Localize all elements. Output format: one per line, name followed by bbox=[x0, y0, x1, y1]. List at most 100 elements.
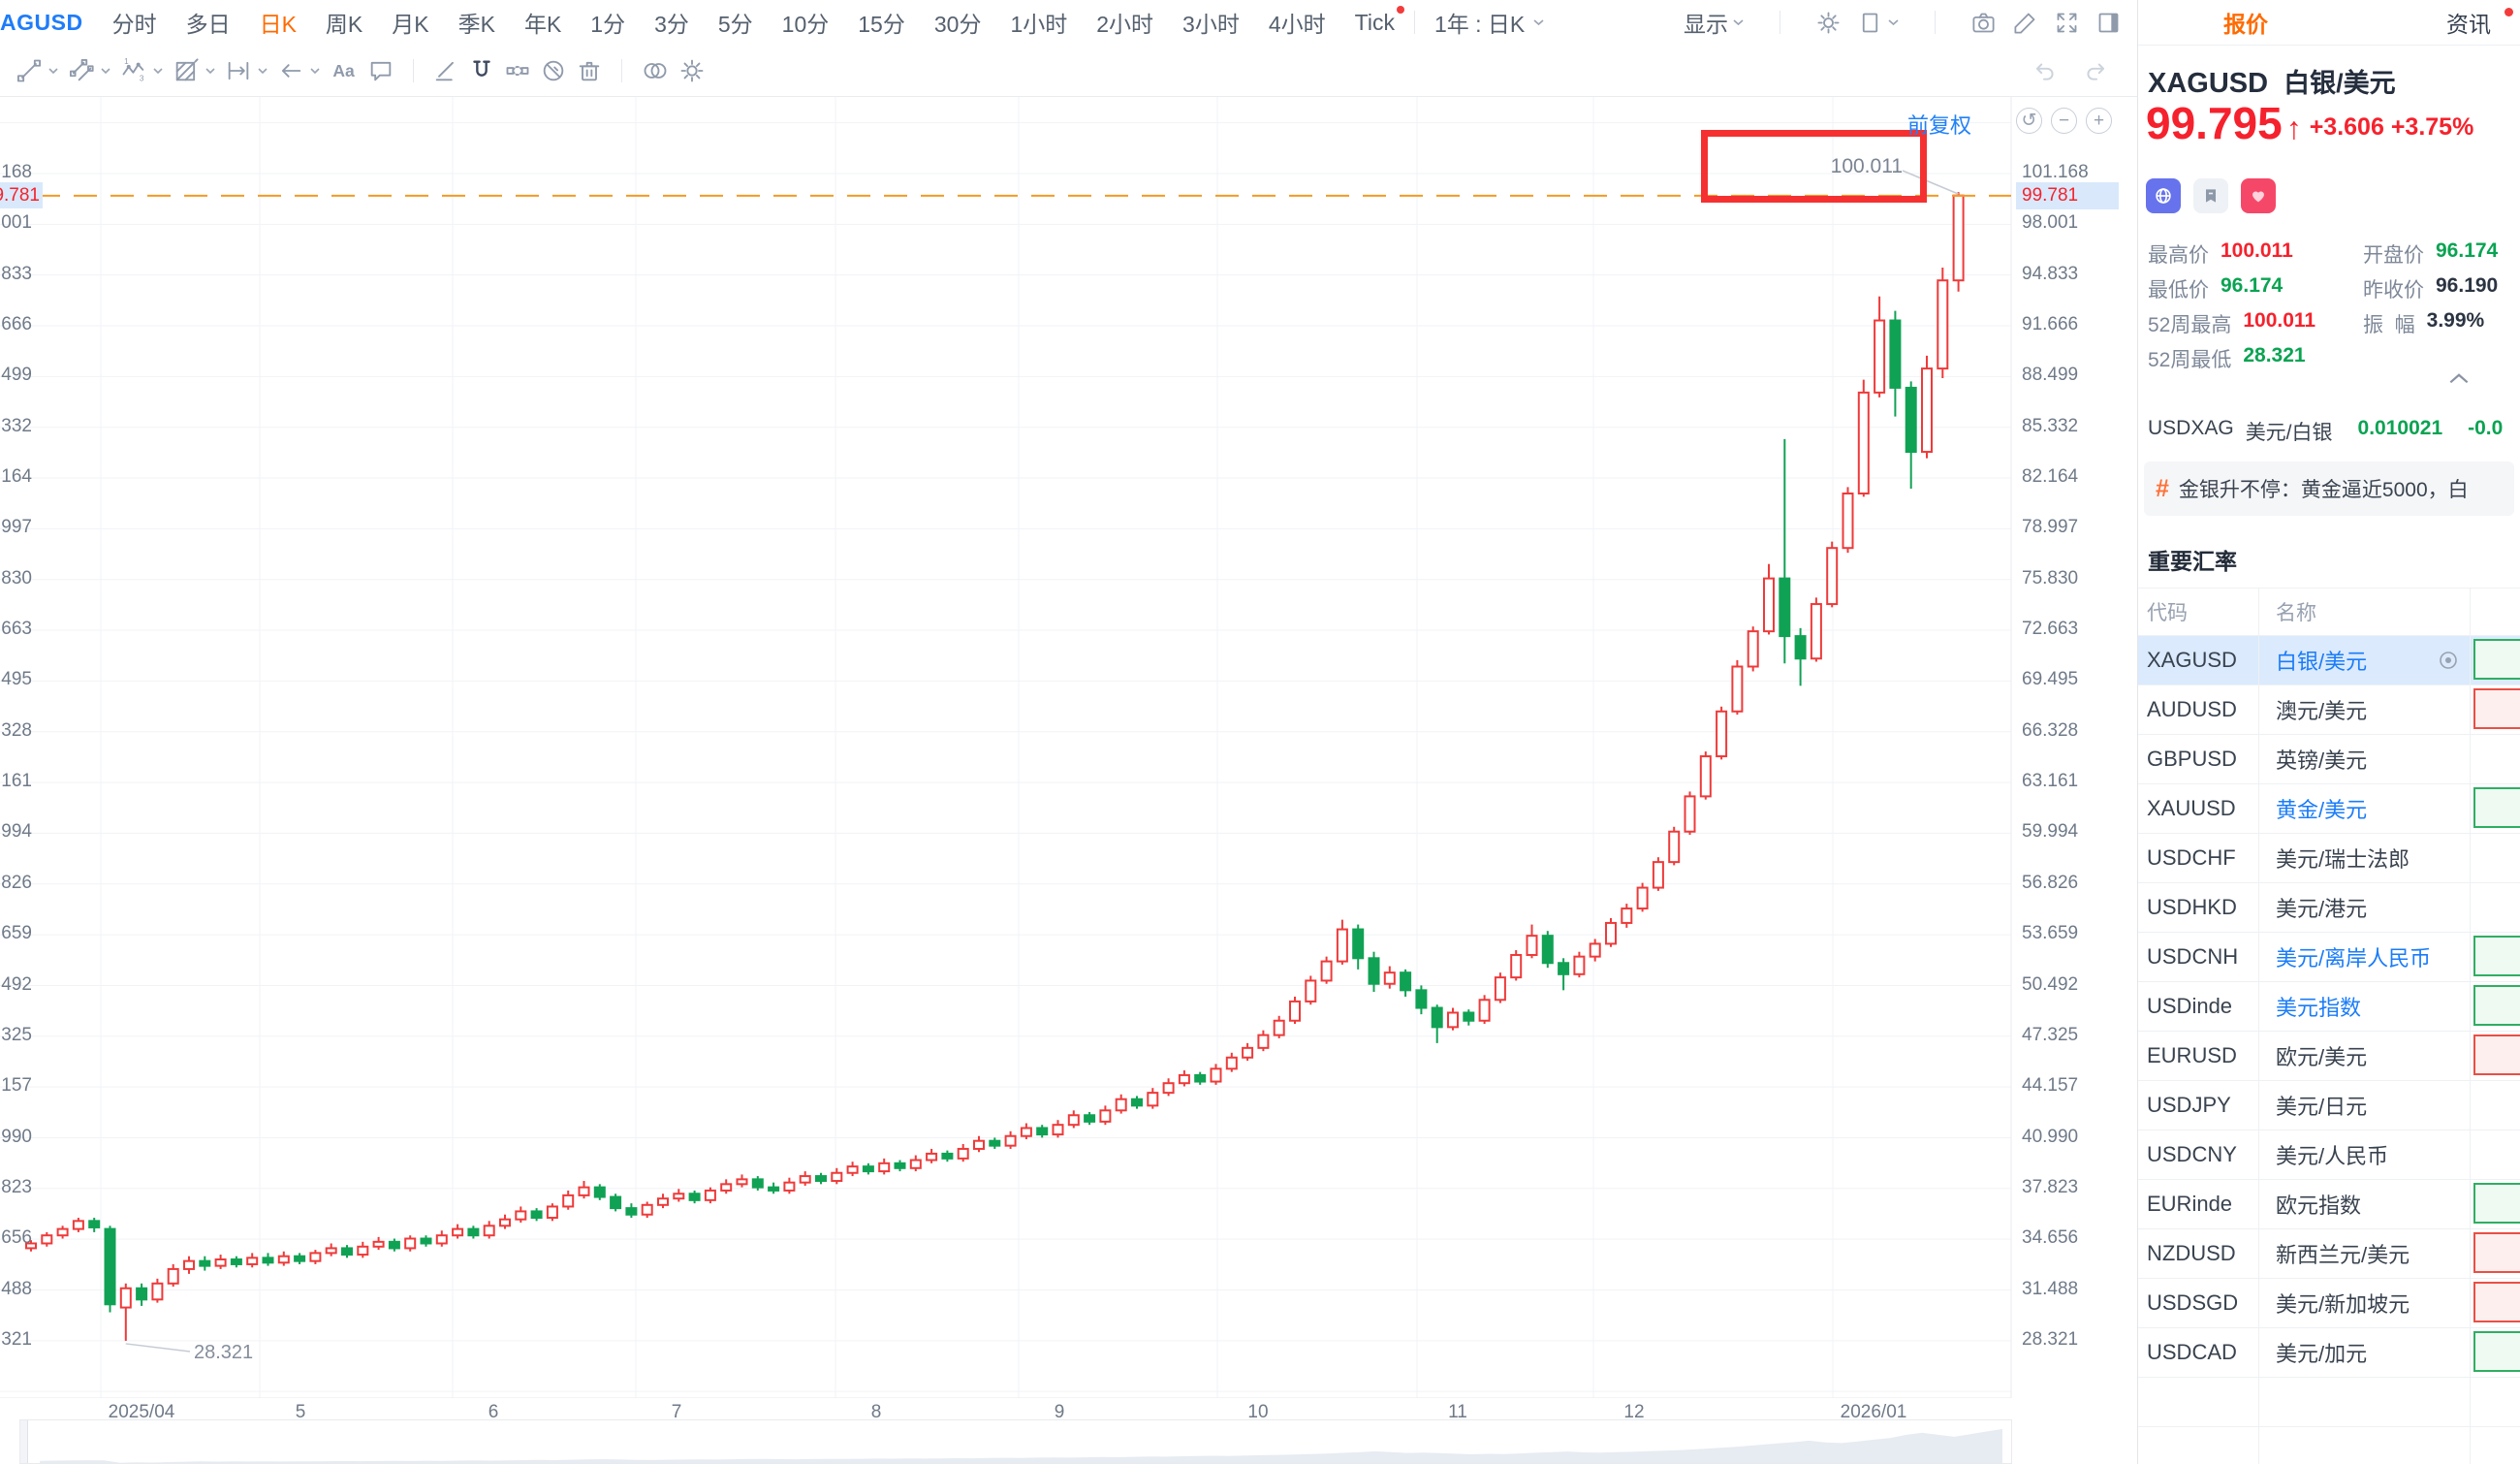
timeframe-tab-月K[interactable]: 月K bbox=[392, 12, 429, 37]
delete-drawings-tool[interactable] bbox=[576, 57, 603, 84]
divider bbox=[621, 58, 622, 82]
zoom-out-button[interactable]: − bbox=[2051, 108, 2077, 134]
favorite-button[interactable] bbox=[2241, 178, 2276, 213]
fx-name: 白银/美元 bbox=[2259, 636, 2471, 684]
collapse-stats-button[interactable] bbox=[2446, 370, 2472, 391]
panel-icon bbox=[2098, 13, 2119, 32]
timeframe-tab-3分[interactable]: 3分 bbox=[654, 12, 689, 37]
fx-row-USDCNY[interactable]: USDCNY 美元/人民币 bbox=[2138, 1130, 2520, 1180]
timeframe-tab-Tick[interactable]: Tick bbox=[1355, 5, 1404, 36]
related-pair-row[interactable]: USDXAG 美元/白银 0.010021 -0.0 bbox=[2148, 417, 2503, 446]
fx-price-cell bbox=[2471, 685, 2520, 734]
fx-row-NZDUSD[interactable]: NZDUSD 新西兰元/美元 bbox=[2138, 1229, 2520, 1279]
fx-row-GBPUSD[interactable]: GBPUSD 英镑/美元 bbox=[2138, 735, 2520, 784]
zoom-in-button[interactable]: + bbox=[2086, 108, 2112, 134]
timeframe-tab-5分[interactable]: 5分 bbox=[717, 12, 753, 37]
fx-row-EURUSD[interactable]: EURUSD 欧元/美元 bbox=[2138, 1032, 2520, 1081]
fx-row-EURinde[interactable]: EURinde 欧元指数 bbox=[2138, 1180, 2520, 1229]
chart-plot[interactable] bbox=[0, 97, 2137, 1398]
chart-settings-button[interactable] bbox=[1815, 10, 1842, 36]
x-tick-label: 5 bbox=[295, 1402, 306, 1422]
channel-tool[interactable] bbox=[68, 57, 111, 84]
chart-layout-dropdown[interactable] bbox=[1857, 10, 1900, 36]
timeframe-tab-10分[interactable]: 10分 bbox=[781, 12, 830, 37]
fx-price-cell bbox=[2471, 883, 2520, 932]
display-label: 显示 bbox=[1684, 12, 1728, 37]
stats-row: 52周最低 28.321 bbox=[2148, 341, 2516, 376]
timeframe-tab-1分[interactable]: 1分 bbox=[590, 12, 626, 37]
chart-navigator[interactable] bbox=[19, 1419, 2012, 1464]
timeframe-tab-15分[interactable]: 15分 bbox=[858, 12, 905, 37]
fx-name: 美元指数 bbox=[2259, 982, 2471, 1031]
fx-rates-table: 代码 名称 XAGUSD 白银/美元 AUDUSD 澳元/美元 GBPUSD 英镑/美元 X… bbox=[2138, 588, 2520, 1464]
fx-price-cell bbox=[2471, 982, 2520, 1031]
fx-row-USDinde[interactable]: USDinde 美元指数 bbox=[2138, 982, 2520, 1032]
timeframe-tab-3小时[interactable]: 3小时 bbox=[1182, 12, 1240, 37]
toggle-sidebar-button[interactable] bbox=[2095, 10, 2122, 36]
quote-symbol: XAGUSD bbox=[2148, 68, 2269, 99]
stat-label: 52周最低 bbox=[2148, 349, 2232, 371]
measure-icon bbox=[228, 61, 249, 80]
expand-icon bbox=[2057, 13, 2077, 32]
undo-icon[interactable] bbox=[2031, 58, 2060, 83]
y-tick-label: 75.830 bbox=[2022, 567, 2079, 589]
measure-tool[interactable] bbox=[225, 57, 268, 84]
adjust-mode-label[interactable]: 前复权 bbox=[1907, 113, 1972, 138]
timeframe-tab-季K[interactable]: 季K bbox=[457, 12, 495, 37]
fx-row-XAUUSD[interactable]: XAUUSD 黄金/美元 bbox=[2138, 784, 2520, 834]
fx-row-USDSGD[interactable]: USDSGD 美元/新加坡元 bbox=[2138, 1279, 2520, 1328]
fx-row-XAGUSD[interactable]: XAGUSD 白银/美元 bbox=[2138, 636, 2520, 685]
continuous-drawing-tool[interactable] bbox=[504, 57, 531, 84]
fx-row-USDCAD[interactable]: USDCAD 美元/加元 bbox=[2138, 1328, 2520, 1378]
y-tick-label: 56.826 bbox=[2022, 872, 2079, 893]
timeframe-tab-2小时[interactable]: 2小时 bbox=[1096, 12, 1154, 37]
reset-zoom-button[interactable]: ↺ bbox=[2016, 108, 2042, 134]
timeframe-tab-日K[interactable]: 日K bbox=[259, 12, 297, 37]
fx-row-USDCHF[interactable]: USDCHF 美元/瑞士法郎 bbox=[2138, 834, 2520, 883]
screenshot-button[interactable] bbox=[1970, 10, 1997, 36]
fx-code: USDSGD bbox=[2138, 1279, 2259, 1327]
text-tool[interactable]: Aa bbox=[330, 57, 359, 84]
divider bbox=[1413, 11, 1415, 34]
trend-line-tool[interactable] bbox=[16, 57, 59, 84]
timeframe-tab-30分[interactable]: 30分 bbox=[933, 12, 982, 37]
tab-quote[interactable]: 报价 bbox=[2223, 12, 2268, 37]
notes-button[interactable] bbox=[2193, 178, 2228, 213]
news-headline-bar[interactable]: # 金银升不停：黄金逼近5000，白 bbox=[2144, 461, 2514, 516]
market-globe-button[interactable] bbox=[2146, 178, 2181, 213]
compare-overlay-tool[interactable] bbox=[641, 57, 670, 84]
tab-news[interactable]: 资讯 bbox=[2446, 12, 2491, 37]
magnet-tool[interactable] bbox=[468, 57, 495, 84]
fx-row-USDJPY[interactable]: USDJPY 美元/日元 bbox=[2138, 1081, 2520, 1130]
hide-drawings-tool[interactable] bbox=[540, 57, 567, 84]
note-icon bbox=[2206, 189, 2216, 203]
slope-tool[interactable] bbox=[432, 57, 459, 84]
gann-tool[interactable] bbox=[173, 57, 216, 84]
stats-row: 最高价 100.011 开盘价 96.174 bbox=[2148, 237, 2516, 271]
fx-name: 黄金/美元 bbox=[2259, 784, 2471, 833]
draw-button[interactable] bbox=[2012, 10, 2038, 36]
timeframe-tab-1小时[interactable]: 1小时 bbox=[1010, 12, 1068, 37]
y-tick-label: 44.157 bbox=[2022, 1075, 2079, 1097]
fx-row-AUDUSD[interactable]: AUDUSD 澳元/美元 bbox=[2138, 685, 2520, 735]
range-selector-dropdown[interactable]: 1年 : 日K bbox=[1434, 6, 1545, 39]
candlestick-chart[interactable]: 前复权 ↺ − + 100.011 28.321 101.168 98.001 94… bbox=[0, 97, 2137, 1464]
chevron-down-icon bbox=[101, 67, 110, 74]
y-tick-label: 98.001 bbox=[2022, 212, 2079, 234]
y-tick-label-left: 63.161 bbox=[0, 771, 32, 792]
timeframe-tab-4小时[interactable]: 4小时 bbox=[1268, 12, 1326, 37]
arrow-tool[interactable] bbox=[277, 57, 321, 84]
navigator-handle[interactable] bbox=[20, 1420, 28, 1463]
comment-tool[interactable] bbox=[367, 57, 394, 84]
timeframe-tab-分时[interactable]: 分时 bbox=[111, 12, 157, 37]
timeframe-tab-周K[interactable]: 周K bbox=[325, 12, 363, 37]
fx-row-USDCNH[interactable]: USDCNH 美元/离岸人民币 bbox=[2138, 933, 2520, 982]
timeframe-tab-年K[interactable]: 年K bbox=[523, 12, 562, 37]
drawing-settings[interactable] bbox=[678, 57, 706, 84]
redo-icon[interactable] bbox=[2081, 58, 2110, 83]
fullscreen-button[interactable] bbox=[2054, 10, 2080, 36]
display-options-dropdown[interactable]: 显示 bbox=[1684, 6, 1745, 39]
timeframe-tab-多日[interactable]: 多日 bbox=[185, 12, 231, 37]
fx-row-USDHKD[interactable]: USDHKD 美元/港元 bbox=[2138, 883, 2520, 933]
